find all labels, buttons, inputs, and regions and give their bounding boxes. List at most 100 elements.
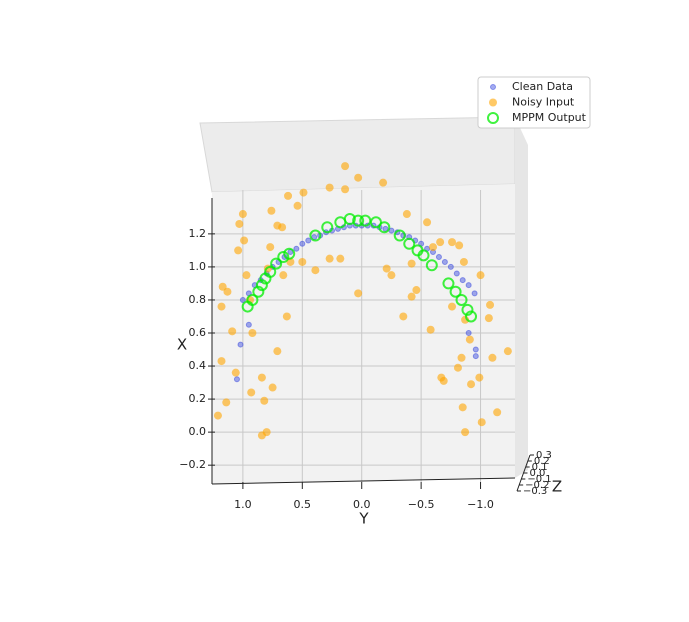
point — [379, 178, 388, 187]
point — [439, 376, 448, 385]
point — [341, 185, 350, 194]
point — [257, 431, 266, 440]
point — [455, 293, 468, 306]
point — [402, 210, 411, 219]
point — [237, 341, 244, 348]
point — [217, 357, 226, 366]
point — [465, 282, 472, 289]
point — [442, 277, 455, 290]
point — [449, 285, 462, 298]
point — [407, 259, 416, 268]
point — [246, 293, 259, 306]
point — [325, 183, 334, 192]
point — [247, 388, 256, 397]
point — [257, 373, 266, 382]
point — [399, 312, 408, 321]
point — [459, 277, 466, 284]
y-tick-label: 0.8 — [189, 293, 207, 306]
point — [218, 282, 227, 291]
z-axis-label: Z — [552, 478, 562, 496]
point — [453, 363, 462, 372]
point — [235, 219, 244, 228]
x-tick-label: 0.0 — [353, 498, 371, 511]
point — [382, 264, 391, 273]
point — [284, 191, 293, 200]
y-axis-spine — [211, 477, 516, 485]
point — [453, 270, 460, 277]
point — [354, 173, 363, 182]
point — [217, 302, 226, 311]
point — [238, 210, 247, 219]
legend-label: Noisy Input — [512, 96, 575, 109]
point — [448, 238, 457, 247]
point — [252, 285, 265, 298]
point — [305, 237, 312, 244]
point — [283, 247, 296, 260]
point — [503, 347, 512, 356]
point — [267, 206, 276, 215]
x-axis-label: Y — [358, 510, 369, 528]
point — [266, 243, 275, 252]
point — [278, 223, 287, 232]
point — [486, 300, 495, 309]
point — [447, 263, 454, 270]
point — [488, 353, 497, 362]
legend-marker — [489, 98, 497, 107]
point — [461, 303, 474, 316]
point — [321, 221, 334, 234]
z-tick-label: 0.2 — [534, 456, 550, 467]
marks — [213, 162, 512, 440]
x-tick-label: −0.5 — [408, 498, 435, 511]
point — [465, 310, 478, 323]
point — [352, 214, 365, 227]
y-tick-label: 0.4 — [189, 359, 207, 372]
point — [270, 257, 283, 270]
point — [299, 188, 308, 197]
point — [493, 408, 502, 417]
point — [282, 312, 291, 321]
point — [343, 213, 356, 225]
point — [255, 279, 268, 292]
y-tick-label: 1.2 — [189, 227, 207, 240]
point — [311, 266, 320, 275]
z-tick-label: 0.0 — [530, 468, 546, 479]
y-tick-label: 0.0 — [189, 425, 207, 438]
point — [387, 271, 396, 280]
point — [441, 258, 448, 265]
x-tick-label: 0.5 — [294, 498, 312, 511]
point — [417, 249, 430, 262]
point — [293, 245, 300, 252]
point — [341, 162, 350, 171]
z-tick-label: −0.3 — [523, 486, 547, 497]
point — [448, 302, 457, 311]
point — [325, 254, 334, 263]
point — [240, 236, 249, 245]
point — [425, 259, 438, 272]
legend: Clean Data Noisy Input MPPM Output — [477, 76, 591, 129]
x-tick-label: 1.0 — [234, 498, 252, 511]
point — [457, 353, 466, 362]
point — [242, 271, 251, 280]
point — [222, 398, 231, 407]
point — [484, 314, 493, 323]
point — [309, 229, 322, 242]
y-tick-label: −0.2 — [179, 458, 206, 471]
point — [403, 237, 416, 250]
y-tick-label: 1.0 — [189, 260, 207, 273]
legend-marker — [487, 112, 499, 124]
point — [378, 221, 391, 234]
point — [467, 380, 476, 389]
point — [239, 296, 246, 303]
point — [429, 243, 438, 252]
point — [213, 411, 222, 420]
point — [233, 376, 240, 383]
point — [455, 241, 464, 250]
point — [423, 218, 432, 227]
point — [248, 329, 257, 337]
point — [354, 289, 363, 298]
point — [412, 286, 421, 295]
point — [436, 238, 445, 247]
z-tick-label: 0.3 — [536, 450, 552, 461]
point — [299, 240, 306, 247]
